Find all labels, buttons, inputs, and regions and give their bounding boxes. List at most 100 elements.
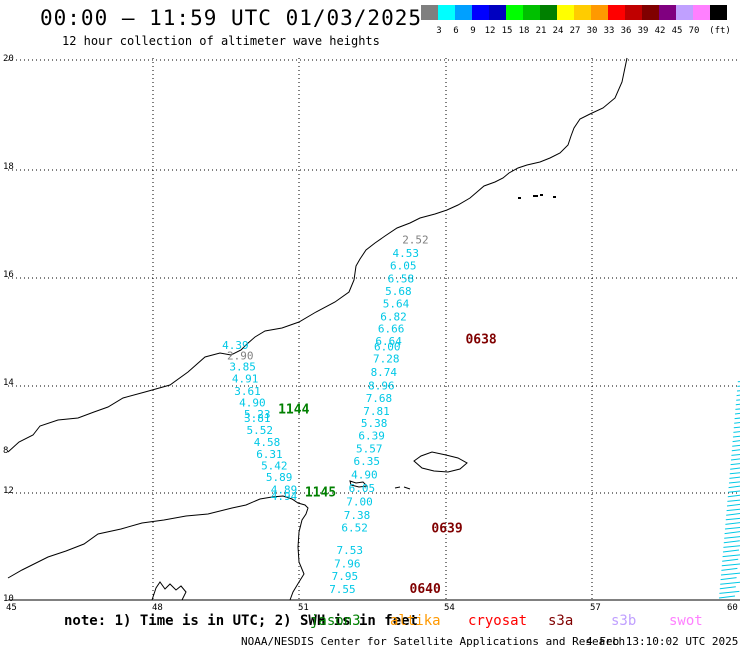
edge-track-mark [732,435,740,438]
legend-label: 21 [535,26,547,36]
legend-swatch [540,5,557,20]
wave-height-label: 4.90 [239,397,266,410]
legend-swatch [489,5,506,20]
legend-swatch [591,5,608,20]
satellite-name: s3b [611,613,637,629]
wave-height-label: 2.52 [402,234,429,247]
wave-height-label: 3.61 [234,385,260,398]
legend-label: 39 [637,26,649,36]
pass-time-labels: 0638 1144 1145 0639 0640 [278,333,497,597]
pass-time-label: 0638 [465,333,496,348]
map-gridlines [8,58,740,600]
wave-height-labels: 2.524.536.056.585.685.646.826.666.646.00… [222,234,429,596]
edge-track-mark [731,454,740,456]
wave-height-label: 6.00 [374,341,401,354]
edge-track-mark [720,581,740,585]
edge-track-mark [728,490,740,493]
wave-height-label: 6.05 [390,260,417,273]
edge-track-mark [722,549,740,553]
edge-track-mark [730,463,740,466]
wave-height-label: 5.57 [356,443,383,456]
pass-time-label: 0639 [431,522,462,537]
credit-text: NOAA/NESDIS Center for Satellite Applica… [241,635,626,648]
wave-height-label: 4.94 [271,490,298,503]
latitude-label: 14 [3,378,14,388]
legend-label: 15 [501,26,513,36]
wave-height-label: 2.90 [227,350,254,363]
edge-track-mark [727,494,740,498]
wave-height-label: 6.35 [354,455,381,468]
wave-height-label: 4.53 [392,247,419,260]
edge-track-mark [728,485,740,489]
legend-swatch [455,5,472,20]
edge-track-mark [733,426,740,429]
longitude-label: 60 [727,603,738,613]
edge-track-mark [719,590,740,594]
map-title: 00:00 – 11:59 UTC 01/03/2025 [40,6,423,30]
latitude-label: 16 [3,270,14,280]
wave-height-label: 7.95 [332,570,359,583]
satellite-name: cryosat [468,613,528,629]
legend-unit: (ft) [709,26,731,36]
wave-height-label: 4.39 [222,339,249,352]
edge-track-mark [721,563,740,567]
latitude-label: 12 [3,486,14,496]
edge-track-mark [734,417,740,420]
wave-height-label: 3.81 [244,412,270,425]
edge-track-mark [720,577,737,581]
legend-label: 24 [552,26,564,36]
legend-swatch [557,5,574,20]
note-text: note: 1) Time is in UTC; 2) SWH is in fe… [64,613,419,629]
edge-track-mark [730,458,740,461]
wave-height-label: 7.53 [337,544,364,557]
map-subtitle: 12 hour collection of altimeter wave hei… [62,34,380,48]
edge-track-mark [732,444,740,447]
edge-track-mark [726,508,740,512]
edge-track-mark [724,526,740,530]
legend-label: 36 [620,26,632,36]
wave-height-label: 6.05 [349,482,376,495]
edge-track-mark [733,431,740,433]
legend-swatch [421,5,438,20]
edge-track-mark [721,567,738,571]
wave-height-label: 7.96 [334,558,361,571]
edge-track-mark [734,421,740,424]
longitude-label: 57 [590,603,601,613]
longitude-label: 54 [444,603,455,613]
edge-track-mark [722,558,739,562]
legend-swatch [676,5,693,20]
pass-time-label: 1145 [305,485,336,500]
edge-track-mark [724,536,740,539]
wave-height-label: 8.96 [368,379,395,392]
wave-height-label: 5.38 [361,417,388,430]
edge-track-mark [729,472,740,475]
edge-track-mark [720,572,740,576]
edge-track-mark [724,531,740,535]
wave-height-label: 5.68 [385,285,412,298]
edge-track-mark [734,412,740,415]
wave-height-label: 7.81 [363,405,390,418]
edge-track-mark [725,522,740,525]
legend-swatch [693,5,710,20]
legend-label: 45 [671,26,683,36]
legend-swatch [625,5,642,20]
longitude-label: 45 [6,603,17,613]
wave-height-label: 4.89 [271,484,298,497]
edge-track-mark [725,517,740,521]
legend-swatch [438,5,455,20]
legend-swatch [506,5,523,20]
legend-swatch [523,5,540,20]
wave-height-label: 7.68 [366,392,393,405]
wave-height-label: 6.66 [378,323,405,336]
edge-track-mark [726,503,740,507]
wave-height-label: 5.23 [244,408,270,421]
legend-label: 9 [470,26,476,36]
edge-track-mark [728,481,740,484]
edge-track-mark [726,512,740,516]
edge-track-mark [722,554,740,558]
edge-track-mark [723,540,740,544]
legend-label: 6 [453,26,459,36]
edge-track-mark [729,476,740,479]
wave-height-label: 7.38 [344,509,371,522]
